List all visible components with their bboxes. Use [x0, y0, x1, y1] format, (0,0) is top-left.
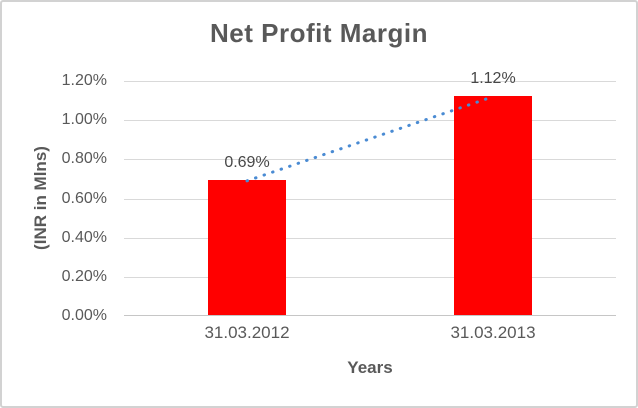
- trendline-path: [245, 95, 495, 183]
- y-axis-tick-label: 1.00%: [61, 111, 107, 129]
- gridline: [124, 276, 616, 278]
- y-axis-tick-label: 0.00%: [61, 307, 107, 324]
- gridline: [124, 81, 616, 82]
- gridline: [124, 159, 616, 161]
- y-axis-tick-label: 0.20%: [61, 267, 107, 285]
- bar-value-label: 0.69%: [224, 153, 270, 171]
- bar: [208, 179, 286, 315]
- x-axis-tick-label: 31.03.2012: [204, 323, 290, 342]
- y-axis-tick-label: 0.40%: [61, 228, 107, 246]
- gridline: [124, 120, 616, 122]
- bar: [454, 95, 532, 315]
- x-axis-tick-label: 31.03.2013: [450, 323, 536, 342]
- gridline: [124, 237, 616, 239]
- y-axis-tick-label: 0.60%: [61, 189, 107, 207]
- x-axis-title: Years: [347, 358, 393, 377]
- chart-title: Net Profit Margin: [210, 18, 428, 48]
- y-axis-tick-label: 1.20%: [61, 72, 107, 89]
- plot-area: 0.69% 1.12%: [124, 70, 616, 316]
- trendline: [245, 95, 495, 183]
- gridline: [124, 198, 616, 200]
- y-axis-tick-label: 0.80%: [61, 150, 107, 168]
- bar-value-label: 1.12%: [470, 69, 516, 87]
